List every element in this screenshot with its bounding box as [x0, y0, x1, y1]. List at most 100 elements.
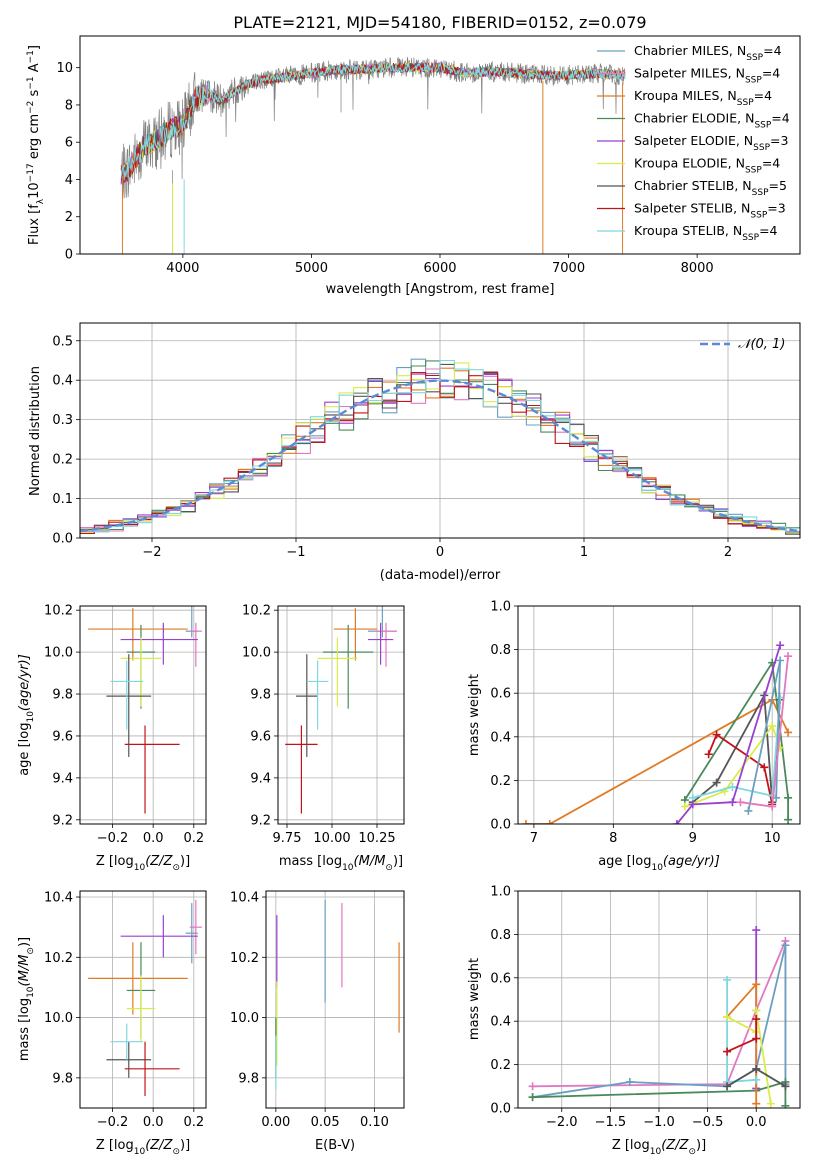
weight-marker [688, 800, 697, 809]
weight-marker [784, 815, 793, 824]
weight-marker [752, 1064, 761, 1073]
label-part: =5 [769, 178, 787, 193]
y-tick-label: 9.8 [238, 1071, 259, 1086]
y-tick-label: 0.6 [490, 687, 511, 702]
label-part: λ [36, 198, 46, 204]
legend-entry: Chabrier MILES, NSSP=4 [634, 43, 782, 63]
y-tick-label: 4 [65, 173, 73, 188]
x-axis-label: Z [log10(Z/Z⊙)] [96, 1138, 190, 1157]
label-part: 10 [134, 863, 146, 873]
y-tick-label: 0.2 [490, 1058, 511, 1073]
y-tick-label: 9.8 [250, 688, 271, 703]
x-tick-label: 5000 [295, 261, 328, 276]
weight-marker [752, 1075, 761, 1084]
axes-frame [265, 890, 405, 1109]
y-tick-label: 0.4 [490, 1015, 511, 1030]
weight-series-line [726, 1010, 772, 1104]
y-tick-label: 1.0 [490, 600, 511, 615]
weight-marker [712, 730, 721, 739]
y-tick-label: 10.0 [242, 646, 271, 661]
weight-marker [744, 806, 753, 815]
label-part: s [27, 89, 42, 100]
y-tick-label: 10.4 [44, 891, 73, 906]
label-part: Salpeter MILES, N [634, 66, 745, 81]
x-tick-label: 10.25 [358, 831, 395, 846]
y-tick-label: 0.3 [52, 413, 73, 428]
label-part: (M/M [354, 854, 386, 869]
x-axis-label: wavelength [Angstrom, rest frame] [326, 282, 555, 297]
x-tick-label: 4000 [166, 261, 199, 276]
label-part: mass [log [17, 998, 32, 1061]
histogram-legend: 𝒩(0, 1) [700, 337, 785, 352]
x-tick-label: 7 [530, 831, 538, 846]
weight-marker [768, 721, 777, 730]
label-part: −17 [26, 163, 36, 182]
axes-frame [79, 35, 801, 255]
axes-frame [79, 322, 801, 539]
y-tick-label: 0.0 [52, 532, 73, 547]
weight-marker [752, 1099, 761, 1108]
label-part: Chabrier ELODIE, N [634, 111, 754, 126]
z-weight-axes: −2.0 −1.5 −1.0 −0.5 0.0 0.0 0.2 0.4 0.6 0.8 1.0 Z [… [467, 885, 801, 1157]
y-tick-label: 9.2 [52, 813, 73, 828]
label-part: (age/yr)] [17, 654, 32, 711]
y-axis-label: Flux [fλ10−17 erg cm−2 s−1 A−1] [26, 45, 46, 245]
y-tick-label: 10 [56, 61, 73, 76]
model-spectrum-line [120, 61, 625, 184]
y-tick-label: 9.6 [52, 729, 73, 744]
axes-frame [277, 605, 405, 825]
label-part: 10 [26, 986, 36, 998]
y-tick-label: 9.2 [250, 813, 271, 828]
z-age-axes: −0.2 0.0 0.29.29.49.69.810.010.2Z [log10(Z… [17, 604, 207, 873]
legend-entry: Kroupa MILES, NSSP=4 [634, 88, 772, 108]
weight-marker [776, 693, 785, 702]
x-tick-label: 0.2 [183, 831, 204, 846]
x-tick-label: −1 [286, 545, 305, 560]
x-tick-label: 10 [764, 831, 781, 846]
plot-area [80, 358, 800, 535]
plot-area [521, 641, 793, 824]
y-tick-label: 9.4 [52, 771, 73, 786]
weight-marker [728, 798, 737, 807]
y-tick-label: 0.0 [490, 1102, 511, 1117]
label-part: ⊙ [688, 1147, 696, 1157]
label-part: mass [log [279, 854, 342, 869]
y-tick-label: 0.4 [490, 730, 511, 745]
weight-marker [784, 652, 793, 661]
weight-marker [723, 975, 732, 984]
weight-marker [781, 941, 790, 950]
label-part: ⊙ [172, 1147, 180, 1157]
label-part: Flux [f [27, 204, 42, 245]
x-axis-label: E(B-V) [315, 1138, 355, 1153]
weight-marker [712, 778, 721, 787]
x-tick-label: −1.5 [595, 1115, 627, 1130]
x-tick-label: 9.75 [273, 831, 302, 846]
x-tick-label: 10.00 [313, 831, 350, 846]
label-part: )] [393, 854, 403, 869]
histogram-axes: −2 −1 0 1 2 0.0 0.1 0.2 0.3 0.4 0.5 𝒩(0, 1) (data-mo… [28, 322, 801, 583]
label-part: =4 [759, 223, 777, 238]
weight-marker [781, 1101, 790, 1108]
x-tick-label: 0.05 [311, 1115, 340, 1130]
model-spectrum-line [120, 61, 626, 181]
weight-series-line [726, 981, 758, 1104]
x-tick-label: 0.0 [143, 831, 164, 846]
weight-marker [752, 1015, 761, 1024]
x-tick-label: 0.00 [261, 1115, 290, 1130]
y-tick-label: 9.8 [52, 688, 73, 703]
y-tick-label: 0.5 [52, 334, 73, 349]
y-axis-label: mass weight [467, 958, 482, 1040]
label-part: (Z/Z [145, 854, 173, 869]
plot-area [528, 926, 790, 1108]
label-part: SSP [742, 233, 759, 243]
weight-marker [723, 1012, 732, 1021]
y-axis-label: age [log10(age/yr)] [17, 654, 36, 776]
label-part: SSP [745, 76, 762, 86]
label-part: 10 [134, 1147, 146, 1157]
x-tick-label: 1 [580, 545, 588, 560]
plot-area [285, 606, 397, 814]
label-part: −2 [26, 101, 36, 114]
legend-entry: Salpeter MILES, NSSP=4 [634, 66, 780, 86]
